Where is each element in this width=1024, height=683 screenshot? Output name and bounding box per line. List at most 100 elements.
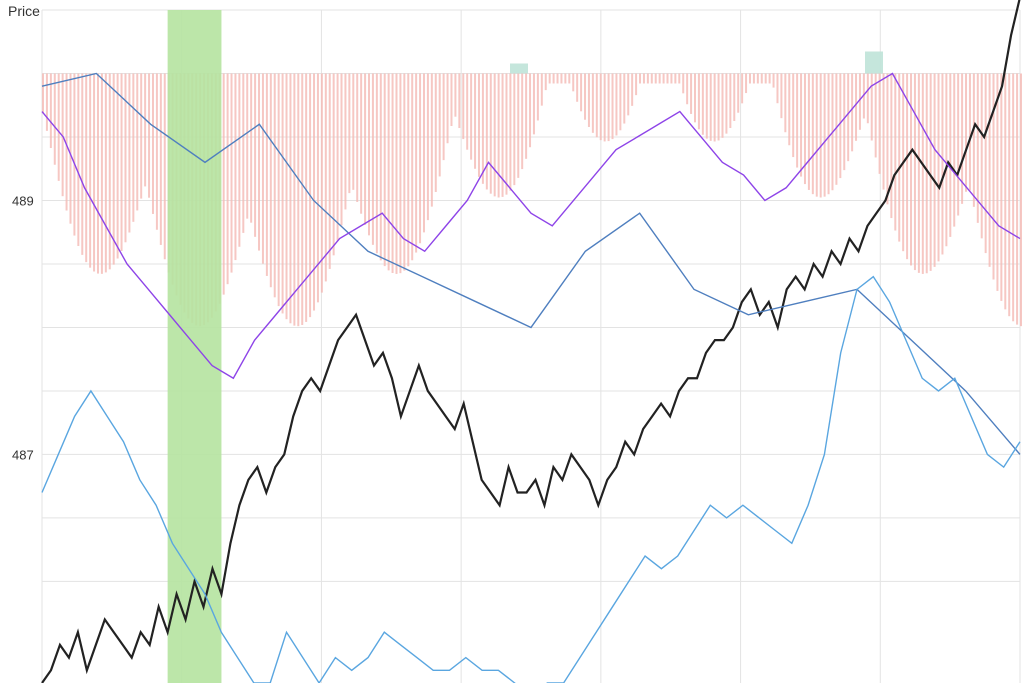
volume-bar: [422, 73, 425, 233]
volume-bar: [674, 73, 677, 84]
volume-bar: [548, 73, 551, 84]
volume-bar: [285, 73, 288, 320]
volume-bar: [670, 73, 673, 84]
volume-bar: [792, 73, 795, 158]
volume-bar: [855, 73, 858, 141]
volume-spike-green: [510, 63, 528, 74]
volume-bar: [313, 73, 316, 311]
volume-bar: [623, 73, 626, 124]
volume-bar: [368, 73, 370, 236]
volume-bar: [104, 73, 107, 273]
volume-bar: [458, 73, 461, 129]
volume-bar: [466, 73, 469, 150]
volume-bar: [544, 73, 547, 91]
volume-bar: [658, 73, 661, 84]
volume-bar: [462, 73, 465, 140]
volume-bar: [1012, 73, 1015, 322]
volume-bar: [320, 73, 323, 293]
volume-bar: [348, 73, 351, 194]
volume-bar: [851, 73, 854, 152]
volume-bar: [682, 73, 685, 94]
volume-bar: [434, 73, 437, 192]
volume-bar: [921, 73, 924, 274]
volume-bar: [890, 73, 893, 219]
volume-bar: [737, 73, 740, 113]
volume-bar: [627, 73, 630, 116]
volume-bar: [949, 73, 952, 237]
volume-bar: [238, 73, 241, 247]
volume-bar: [222, 73, 225, 295]
volume-bar: [242, 73, 245, 233]
volume-bar: [85, 73, 88, 263]
volume-bar: [375, 73, 378, 254]
volume-bar: [269, 73, 272, 288]
volume-bar: [611, 73, 614, 140]
volume-bar: [811, 73, 814, 195]
volume-bar: [1016, 73, 1019, 325]
volume-bar: [108, 73, 111, 270]
volume-bar: [159, 73, 162, 245]
volume-bar: [599, 73, 602, 141]
volume-bar: [819, 73, 822, 198]
volume-bar: [835, 73, 838, 185]
volume-bar: [968, 73, 971, 191]
volume-bar: [988, 73, 991, 267]
volume-bar: [760, 73, 763, 84]
volume-bar: [387, 73, 390, 271]
volume-bar: [316, 73, 319, 303]
volume-bar: [898, 73, 901, 242]
volume-bar: [474, 73, 477, 169]
volume-bar: [717, 73, 720, 141]
volume-bar: [910, 73, 913, 266]
volume-bar: [485, 73, 488, 190]
volume-bar: [560, 73, 563, 84]
volume-bar: [768, 73, 771, 84]
volume-bar: [281, 73, 284, 314]
volume-bar: [788, 73, 791, 146]
y-tick-label: 487: [12, 447, 34, 462]
volume-bar: [340, 73, 343, 226]
volume-bar: [305, 73, 308, 322]
volume-bar: [882, 73, 885, 190]
volume-bar: [258, 73, 261, 251]
volume-bar: [827, 73, 830, 195]
volume-bar: [42, 73, 44, 114]
volume-bar: [450, 73, 453, 127]
volume-bar: [772, 73, 775, 88]
volume-bar: [81, 73, 84, 255]
volume-bar: [77, 73, 80, 246]
volume-bar: [261, 73, 264, 264]
volume-bar: [395, 73, 398, 274]
volume-bar: [1004, 73, 1007, 310]
volume-bar: [874, 73, 877, 158]
volume-bar: [112, 73, 115, 265]
volume-bar: [151, 73, 154, 214]
volume-bar: [639, 73, 642, 84]
volume-bar: [277, 73, 280, 307]
volume-bar: [144, 73, 147, 187]
volume-bar: [690, 73, 693, 114]
volume-bar: [937, 73, 940, 262]
volume-bar: [356, 73, 359, 202]
volume-bar: [297, 73, 300, 327]
volume-bar: [383, 73, 386, 267]
volume-bar: [996, 73, 999, 291]
volume-bar: [128, 73, 131, 233]
volume-bar: [796, 73, 799, 168]
volume-bar: [776, 73, 779, 104]
volume-bar: [953, 73, 956, 227]
volume-bar: [929, 73, 932, 271]
volume-bar: [234, 73, 237, 261]
volume-bar: [650, 73, 653, 84]
volume-bar: [254, 73, 257, 237]
volume-bar: [163, 73, 166, 260]
volume-bar: [843, 73, 846, 171]
volume-bar: [576, 73, 579, 102]
volume-bar: [226, 73, 229, 285]
volume-bar: [941, 73, 944, 255]
volume-bar: [481, 73, 484, 184]
volume-bar: [733, 73, 736, 121]
volume-bar: [371, 73, 374, 245]
volume-bar: [839, 73, 842, 179]
volume-bar: [705, 73, 708, 139]
